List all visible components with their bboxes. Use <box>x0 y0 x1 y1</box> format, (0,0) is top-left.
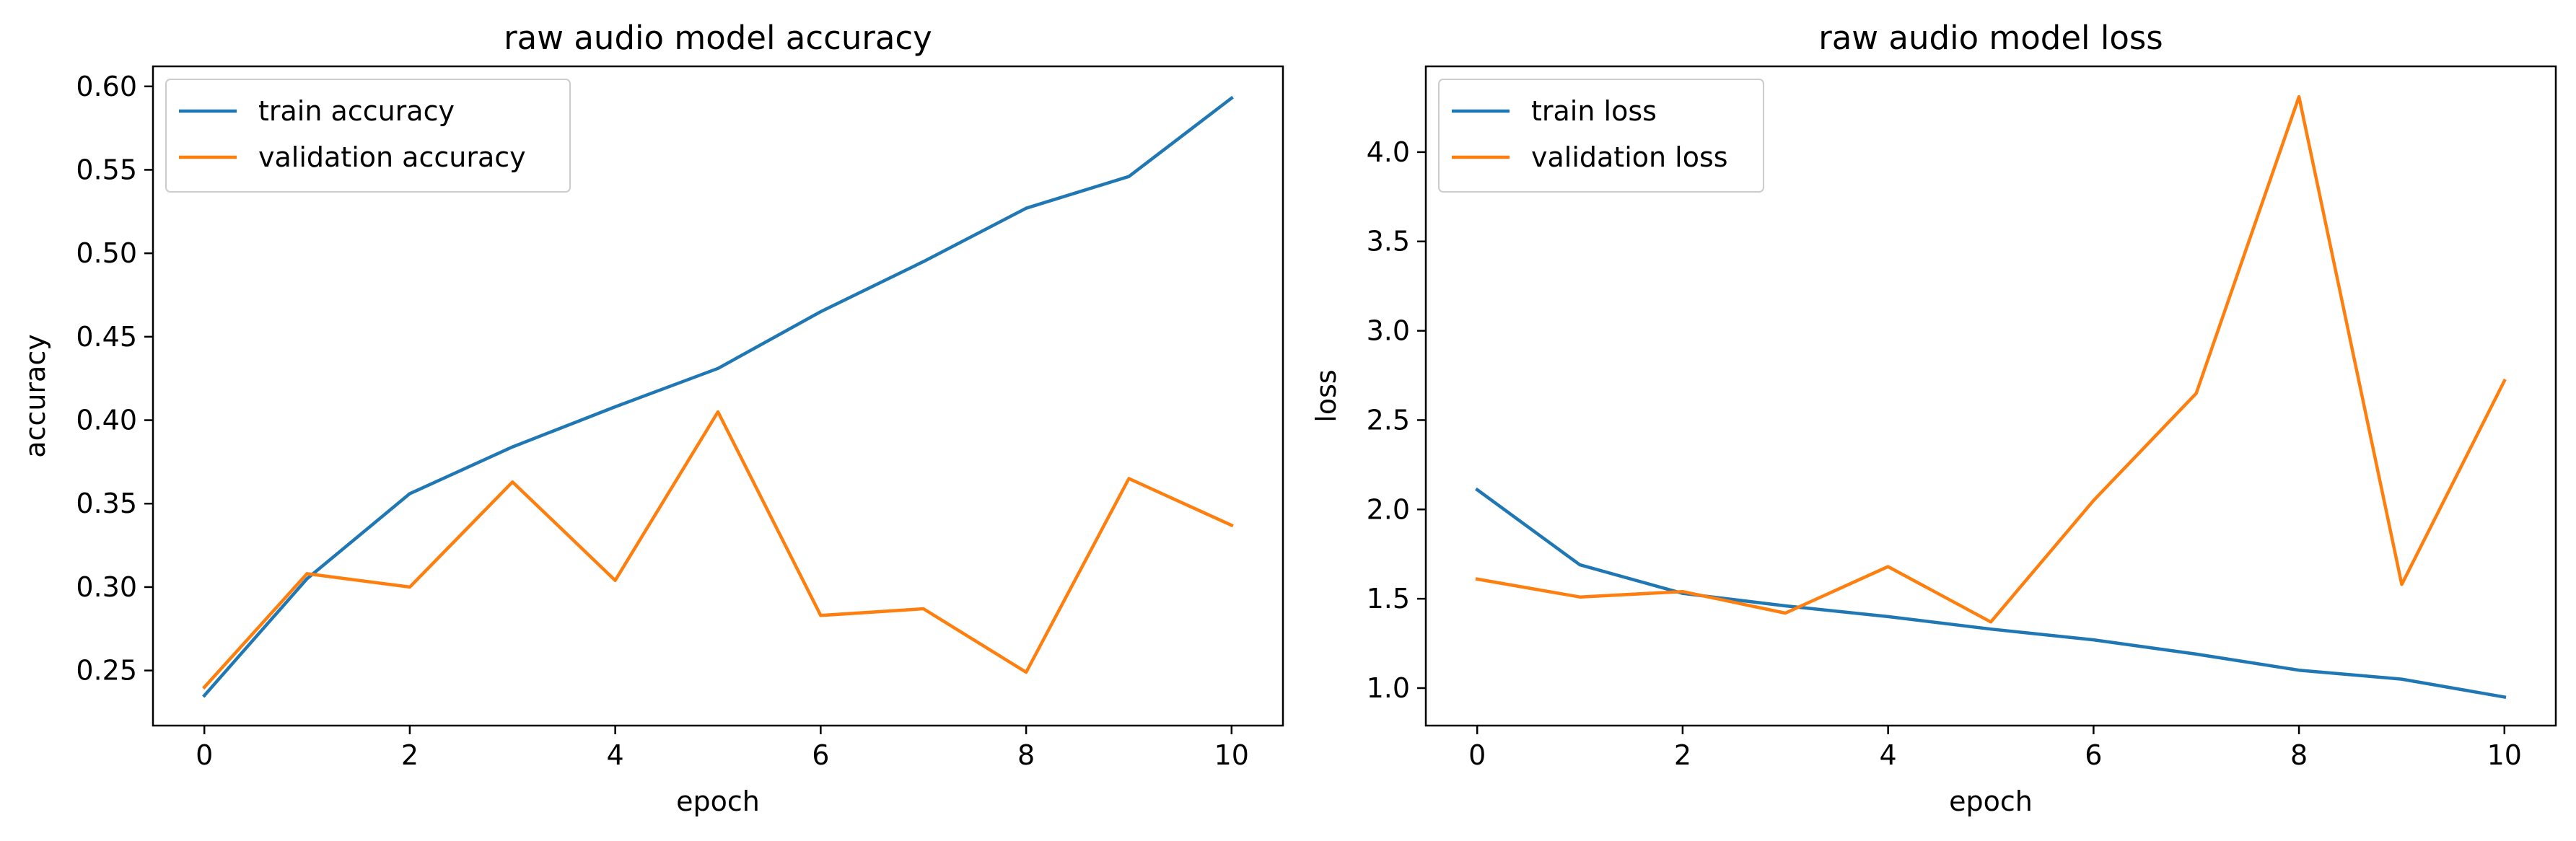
legend-box <box>165 79 571 193</box>
y-axis-label: loss <box>1310 369 1342 422</box>
y-tick-label: 1.5 <box>1367 583 1410 615</box>
chart-loss: raw audio model loss 0 2 4 6 8 10 1.0 1.5 2.0 2.5 3… <box>1310 19 2557 817</box>
x-tick-label: 8 <box>1017 739 1035 771</box>
series-line-validation-loss <box>1475 94 2507 624</box>
y-axis-label: accuracy <box>19 334 51 457</box>
x-tick-label: 6 <box>2085 739 2102 771</box>
legend-label: train loss <box>1531 95 1657 127</box>
series-line-train-accuracy <box>202 95 1234 698</box>
legend: train accuracy validation accuracy <box>165 79 571 193</box>
x-tick-label: 0 <box>196 739 213 771</box>
series-line-validation-accuracy <box>202 410 1234 690</box>
y-tick-label: 0.50 <box>76 237 137 269</box>
legend-label: validation loss <box>1531 141 1728 173</box>
x-tick-label: 10 <box>1214 739 1249 771</box>
y-tick-label: 0.40 <box>76 405 137 436</box>
x-tick-label: 4 <box>1880 739 1897 771</box>
y-tick-label: 2.5 <box>1367 404 1410 436</box>
y-tick-label: 3.0 <box>1367 315 1410 347</box>
x-tick-label: 4 <box>607 739 624 771</box>
y-tick-label: 0.45 <box>76 321 137 353</box>
x-tick-label: 0 <box>1468 739 1486 771</box>
x-axis-label: epoch <box>676 785 760 817</box>
y-tick-label: 1.0 <box>1367 672 1410 704</box>
x-tick-label: 2 <box>401 739 419 771</box>
chart-title: raw audio model loss <box>1818 19 2163 57</box>
x-tick-label: 2 <box>1674 739 1691 771</box>
y-tick-label: 0.60 <box>76 71 137 102</box>
legend-label: validation accuracy <box>258 141 526 173</box>
y-tick-label: 0.30 <box>76 571 137 603</box>
y-tick-label: 4.0 <box>1367 136 1410 168</box>
x-tick-label: 6 <box>812 739 829 771</box>
chart-title: raw audio model accuracy <box>504 19 932 57</box>
axes-frame <box>152 65 1284 727</box>
x-axis-label: epoch <box>1949 785 2033 817</box>
x-tick-label: 10 <box>2487 739 2522 771</box>
legend-box <box>1438 79 1764 193</box>
y-tick-label: 2.0 <box>1367 493 1410 525</box>
legend: train loss validation loss <box>1438 79 1764 193</box>
y-tick-label: 0.35 <box>76 488 137 519</box>
chart-accuracy: raw audio model accuracy 0 2 4 6 8 10 0.25 0.30 0… <box>19 19 1284 817</box>
y-tick-label: 0.25 <box>76 655 137 687</box>
x-tick-label: 8 <box>2290 739 2308 771</box>
y-tick-label: 3.5 <box>1367 226 1410 257</box>
legend-label: train accuracy <box>258 95 455 127</box>
axes-frame <box>1424 65 2557 727</box>
series-line-train-loss <box>1475 487 2507 700</box>
y-tick-label: 0.55 <box>76 154 137 185</box>
